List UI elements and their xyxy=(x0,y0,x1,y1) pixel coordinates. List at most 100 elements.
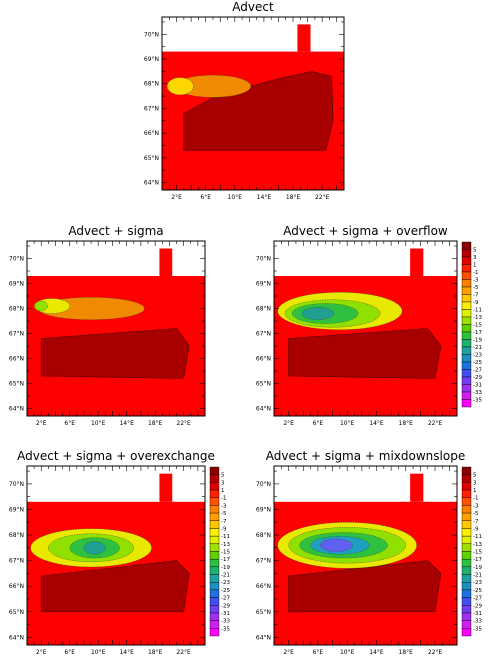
x-tick-label: 10°E xyxy=(91,420,106,427)
colorbar-label: 5 xyxy=(221,473,225,479)
colorbar-swatch xyxy=(461,558,472,568)
colorbar-swatch xyxy=(209,528,220,537)
x-tick-label: 18°E xyxy=(148,649,163,656)
colorbar-label: 3 xyxy=(473,255,477,261)
colorbar-label: -33 xyxy=(473,619,482,625)
colorbar-label: -31 xyxy=(473,611,482,617)
plot-frame xyxy=(26,240,206,417)
colorbar-swatch xyxy=(461,497,472,506)
y-tick-label: 66°N xyxy=(9,356,24,363)
colorbar-swatch xyxy=(461,535,472,545)
x-tick-label: 14°E xyxy=(369,649,384,656)
x-tick-label: 22°E xyxy=(315,194,330,201)
map-panel-5: 2°E 6°E 10°E 14°E 18°E 22°E 70°N 69°N 68°N 67°N 66… xyxy=(256,449,483,656)
colorbar-swatch xyxy=(209,582,220,591)
y-tick-label: 64°N xyxy=(144,180,159,187)
colorbar-swatch xyxy=(209,558,220,568)
basin-contour xyxy=(40,560,190,613)
plot-frame xyxy=(273,240,458,417)
colorbar-label: -29 xyxy=(473,603,482,609)
y-tick-label: 65°N xyxy=(144,155,159,162)
basin-contour xyxy=(288,328,442,379)
y-tick-label: 68°N xyxy=(9,532,24,539)
colorbar-label: -21 xyxy=(473,345,482,351)
colorbar-swatch xyxy=(209,612,220,621)
colorbar-label: -13 xyxy=(473,315,482,321)
colorbar-label: -15 xyxy=(221,550,230,556)
y-tick-label: 64°N xyxy=(256,634,271,641)
x-tick-label: 6°E xyxy=(313,420,324,427)
colorbar-swatch xyxy=(461,346,472,355)
colorbar-swatch xyxy=(461,391,472,400)
colorbar-swatch xyxy=(461,466,472,475)
plot-frame xyxy=(26,465,206,646)
y-tick-label: 70°N xyxy=(144,31,159,38)
colorbar-swatch xyxy=(209,512,220,521)
anomaly-blob xyxy=(319,538,353,552)
colorbar-label: -7 xyxy=(473,519,479,525)
anomaly-blob xyxy=(83,541,106,555)
colorbar-label: -19 xyxy=(473,565,482,571)
y-tick-label: 67°N xyxy=(9,331,24,338)
colorbar-swatch xyxy=(461,294,472,303)
colorbar-label: -29 xyxy=(473,375,482,381)
colorbar-swatch xyxy=(461,309,472,318)
y-tick-label: 67°N xyxy=(256,558,271,565)
colorbar-label: -17 xyxy=(473,557,482,563)
colorbar-swatch xyxy=(461,271,472,280)
colorbar-swatch xyxy=(461,474,472,483)
y-tick-label: 68°N xyxy=(256,306,271,313)
colorbar-label: -5 xyxy=(221,511,227,517)
colorbar-swatch xyxy=(461,589,472,598)
colorbar-label: -9 xyxy=(473,526,479,532)
colorbar-swatch xyxy=(209,566,220,575)
colorbar-swatch xyxy=(461,384,472,393)
colorbar-label: -19 xyxy=(221,565,230,571)
sea-inlet xyxy=(297,24,311,52)
y-tick-label: 70°N xyxy=(256,481,271,488)
anomaly-blob xyxy=(301,307,335,320)
colorbar-label: -1 xyxy=(473,496,478,502)
colorbar-swatch xyxy=(461,482,472,491)
colorbar-swatch xyxy=(461,339,472,348)
x-tick-label: 22°E xyxy=(176,420,191,427)
y-tick-label: 70°N xyxy=(9,256,24,263)
colorbar-swatch xyxy=(209,474,220,483)
x-tick-label: 2°E xyxy=(283,420,294,427)
colorbar-label: -25 xyxy=(221,588,230,594)
colorbar-swatch xyxy=(461,286,472,295)
colorbar-label: -1 xyxy=(473,270,478,276)
colorbar-swatch xyxy=(209,620,220,629)
x-tick-label: 18°E xyxy=(286,194,301,201)
panel-title: Advect + sigma + overexchange xyxy=(17,449,215,463)
sea-inlet xyxy=(410,248,424,276)
map-panel-2: 2°E 6°E 10°E 14°E 18°E 22°E 70°N 69°N 68°N 67°N 66… xyxy=(9,224,206,427)
colorbar-label: -9 xyxy=(473,300,479,306)
x-tick-label: 10°E xyxy=(340,420,355,427)
colorbar-label: 1 xyxy=(473,488,477,494)
y-tick-label: 67°N xyxy=(144,105,159,112)
colorbar-swatch xyxy=(461,316,472,325)
colorbar-label: -5 xyxy=(473,511,479,517)
plot-frame xyxy=(273,465,458,646)
colorbar-swatch xyxy=(461,543,472,552)
panel-title: Advect xyxy=(232,0,274,14)
x-tick-label: 6°E xyxy=(200,194,211,201)
basin-contour xyxy=(288,560,442,613)
y-tick-label: 64°N xyxy=(256,406,271,413)
colorbar-swatch xyxy=(461,399,472,408)
sea-inlet xyxy=(159,248,173,276)
colorbar-label: 3 xyxy=(221,480,225,486)
colorbar-label: -27 xyxy=(473,596,482,602)
x-tick-label: 18°E xyxy=(399,649,414,656)
colorbar-label: 1 xyxy=(473,263,477,269)
colorbar-swatch xyxy=(461,566,472,575)
colorbar-swatch xyxy=(461,597,472,606)
colorbar-swatch xyxy=(209,520,220,529)
colorbar-label: -23 xyxy=(473,353,482,359)
colorbar-label: -23 xyxy=(473,580,482,586)
colorbar-swatch xyxy=(461,301,472,310)
x-tick-label: 2°E xyxy=(36,649,47,656)
colorbar-label: -17 xyxy=(221,557,230,563)
colorbar-swatch xyxy=(461,505,472,514)
